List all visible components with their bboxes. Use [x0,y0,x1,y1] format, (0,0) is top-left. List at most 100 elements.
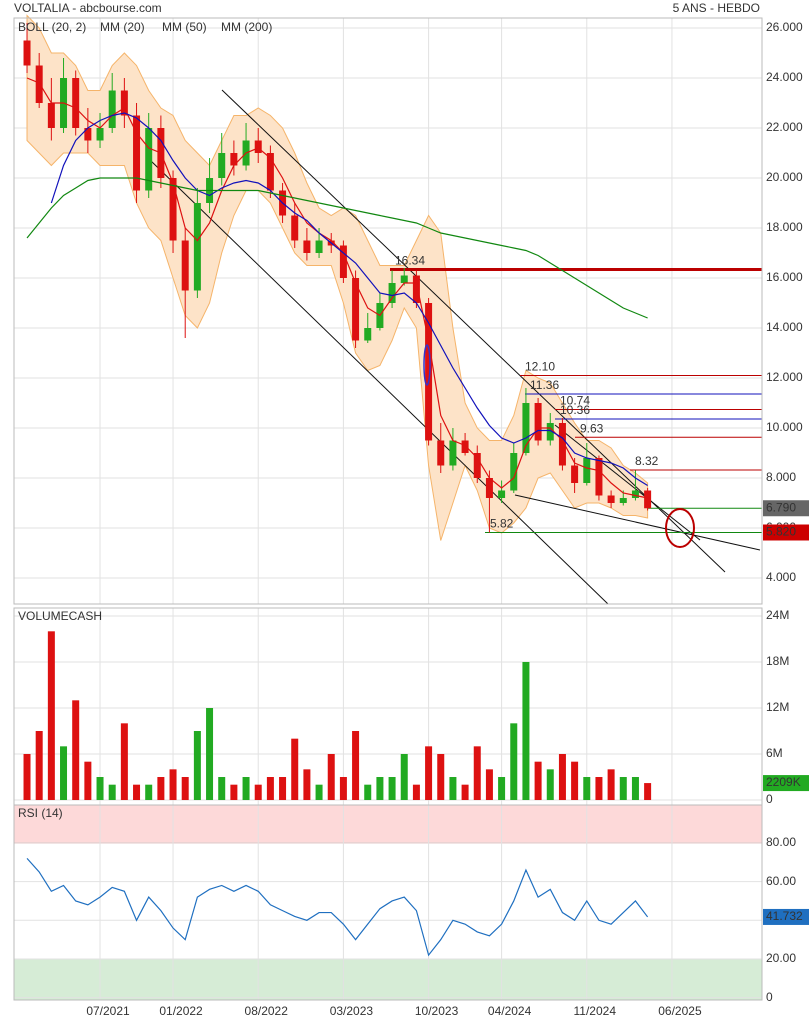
volume-bar [193,731,201,801]
volume-bar [169,769,177,801]
candle-body [35,65,43,103]
y-tick-label: 0 [766,792,773,806]
candle-body [522,403,530,453]
candle-body [546,423,554,441]
legend-entry: MM (20) [100,20,145,34]
volume-bar [595,777,603,801]
candle-body [558,423,566,466]
volume-bar [400,754,408,801]
candle-body [145,128,153,191]
y-tick-label: 60.00 [766,874,796,888]
volume-bar [461,784,469,801]
volume-bar [510,723,518,801]
price-badge [763,500,809,517]
volume-bar [108,784,116,801]
y-tick-label: 20.000 [766,170,803,184]
volume-bar [437,754,445,801]
volume-bar [157,777,165,801]
panel-frame [13,17,763,605]
volume-bar [644,783,652,801]
level-label: 5.82 [490,517,514,531]
moving-average [50,112,648,487]
candle-body [352,278,360,341]
candle-body [595,458,603,496]
candle-body [254,140,262,153]
volume-bar [35,731,43,801]
volume-bar [631,777,639,801]
volume-bar [376,777,384,801]
rsi-zone [14,805,762,843]
level-label: 11.36 [530,378,559,392]
candle-body [303,240,311,253]
volume-bar [181,777,189,801]
candle-body [607,495,615,503]
trend-line [514,494,761,551]
candle-body [571,465,579,483]
volume-bar [279,777,287,801]
volume-badge [763,775,809,792]
candle-body [498,490,506,498]
candle-body [339,245,347,278]
x-tick-label: 01/2022 [159,1004,203,1018]
candle-body [400,275,408,283]
candle-body [218,153,226,178]
y-tick-label: 20.00 [766,951,796,965]
y-tick-label: 12M [766,700,789,714]
x-tick-label: 10/2023 [415,1004,459,1018]
level-label: 10.36 [560,403,590,417]
candle-body [181,240,189,291]
candle-body [473,453,481,478]
y-tick-label: 16.000 [766,270,803,284]
candle-body [412,275,420,303]
candle-body [230,153,238,166]
y-tick-label: 12.000 [766,370,803,384]
panel-title: VOLUMECASH [18,609,102,623]
candle-body [583,458,591,483]
volume-bar [534,761,542,801]
level-label: 8.32 [635,454,659,468]
volume-bar [72,700,80,801]
price-badge [763,524,809,541]
period: 5 ANS - HEBDO [673,1,760,15]
panel-title: RSI (14) [18,806,63,820]
candle-body [47,103,55,128]
volume-bar [546,769,554,801]
candle-body [266,153,274,191]
volume-bar [449,777,457,801]
y-tick-label: 24.000 [766,70,803,84]
candle-body [193,203,201,291]
y-tick-label: 0 [766,990,773,1004]
y-tick-label: 18.000 [766,220,803,234]
candle-body [437,440,445,466]
candle-body [23,40,31,66]
trend-line [221,89,726,573]
candle-body [534,403,542,441]
x-tick-label: 06/2025 [658,1004,702,1018]
volume-bar [412,784,420,801]
candle-body [510,453,518,491]
candle-body [631,490,639,498]
volume-bar [583,777,591,801]
volume-bar [339,777,347,801]
rsi-line [26,857,649,957]
rsi-badge [763,908,809,925]
y-tick-label: 10.000 [766,420,803,434]
volume-bar [498,777,506,801]
volume-bar [619,777,627,801]
candle-body [96,128,104,141]
candle-body [461,440,469,453]
volume-bar [23,754,31,801]
trend-line [149,159,609,605]
candle-body [72,78,80,128]
candle-body [364,328,372,341]
trend-line [554,424,701,541]
panel-frame [13,804,763,1001]
candle-body [291,215,299,241]
volume-bar [327,754,335,801]
level-label: 10.74 [560,394,590,408]
level-label: 16.34 [395,254,425,268]
volume-bar [254,784,262,801]
price-badge-label: 6.790 [766,500,796,514]
volume-bar [133,784,141,801]
